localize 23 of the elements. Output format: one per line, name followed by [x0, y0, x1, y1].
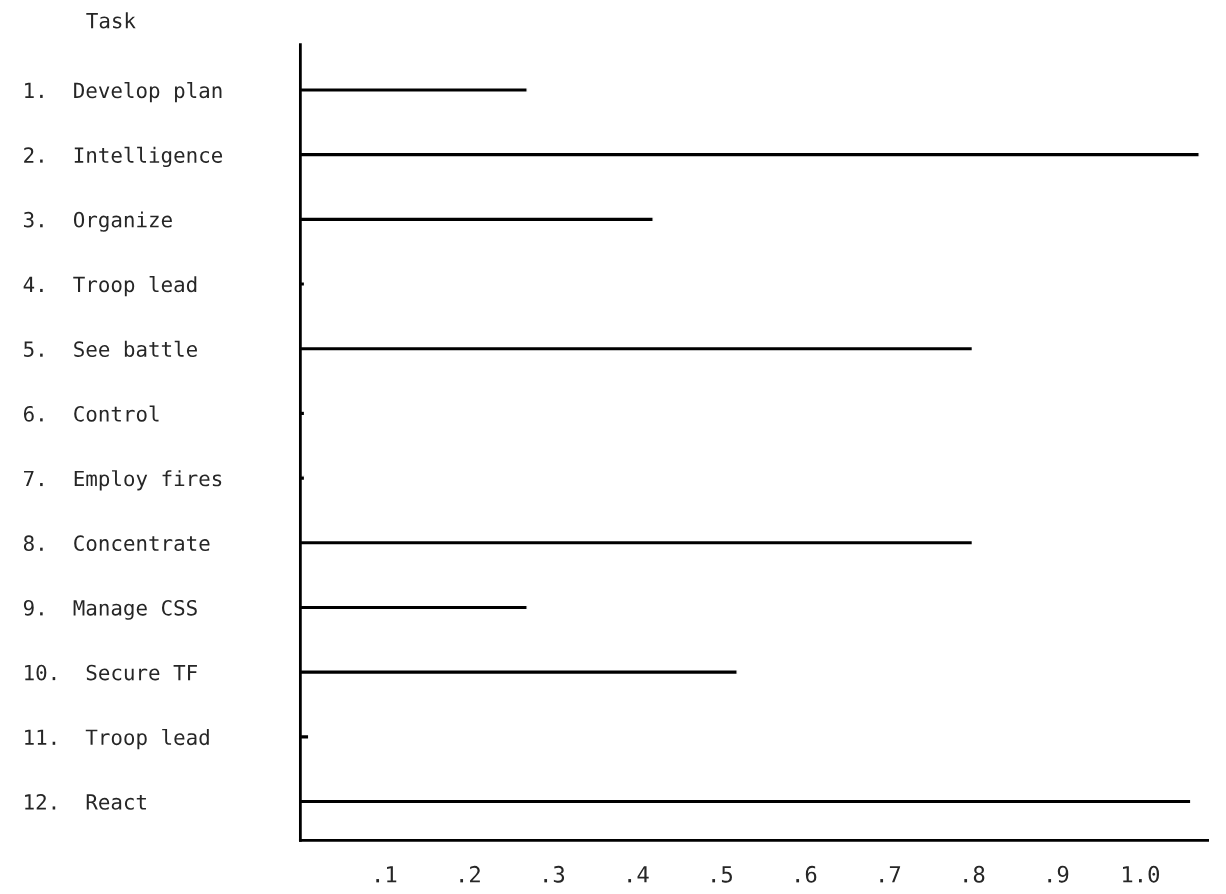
x-tick-label: .1	[376, 866, 397, 883]
y-tick-label: 12. React	[25, 794, 146, 810]
x-tick-label: .9	[1048, 865, 1069, 883]
x-tick-label: .3	[544, 865, 565, 883]
x-tick-label: 1.0	[1123, 865, 1160, 883]
y-tick-label: 11. Troop lead	[25, 728, 209, 750]
x-tick-label: .5	[712, 866, 732, 883]
x-tick-label: .8	[964, 865, 985, 883]
y-tick-label: 2. Intelligence	[24, 146, 223, 168]
y-tick-label: 6. Control	[23, 405, 159, 422]
x-tick-label: .4	[628, 866, 649, 883]
x-tick-label: .7	[880, 866, 901, 883]
y-tick-label: 10. Secure TF	[25, 664, 197, 681]
y-tick-label: 5. See battle	[24, 340, 197, 357]
x-tick-label: .2	[460, 865, 480, 883]
y-tick-label: 1. Develop plan	[25, 82, 222, 103]
y-axis-title: Task	[86, 12, 136, 29]
x-tick-label: .6	[796, 865, 817, 883]
y-tick-label: 8. Concentrate	[23, 535, 210, 552]
y-tick-label: 7. Employ fires	[24, 470, 222, 491]
y-tick-label: 9. Manage CSS	[23, 599, 197, 620]
y-tick-label: 3. Organize	[23, 211, 172, 232]
y-tick-label: 4. Troop lead	[23, 276, 197, 297]
